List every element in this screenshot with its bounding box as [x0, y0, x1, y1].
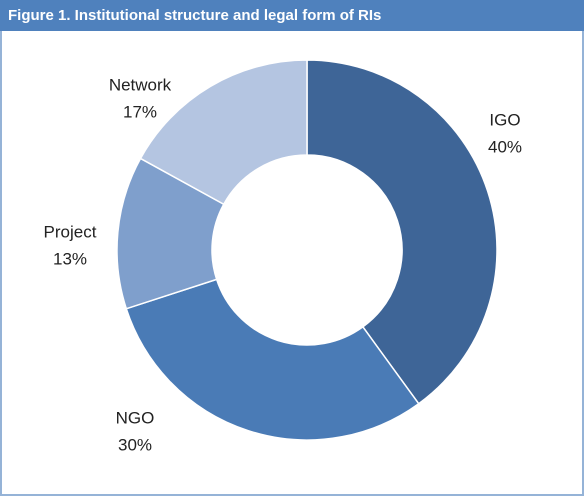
donut-slice: [139, 59, 308, 206]
slice-label: Network: [109, 75, 172, 94]
slice-label: NGO: [116, 408, 155, 427]
chart-title: Figure 1. Institutional structure and le…: [8, 7, 381, 24]
donut-slice: [306, 59, 498, 405]
slice-value-label: 30%: [118, 435, 152, 454]
slice-label: IGO: [489, 110, 520, 129]
slice-value-label: 13%: [53, 249, 87, 268]
donut-slice: [125, 278, 420, 441]
title-bar: [0, 0, 584, 31]
slice-value-label: 40%: [488, 137, 522, 156]
slice-label: Project: [44, 222, 97, 241]
slice-value-label: 17%: [123, 102, 157, 121]
